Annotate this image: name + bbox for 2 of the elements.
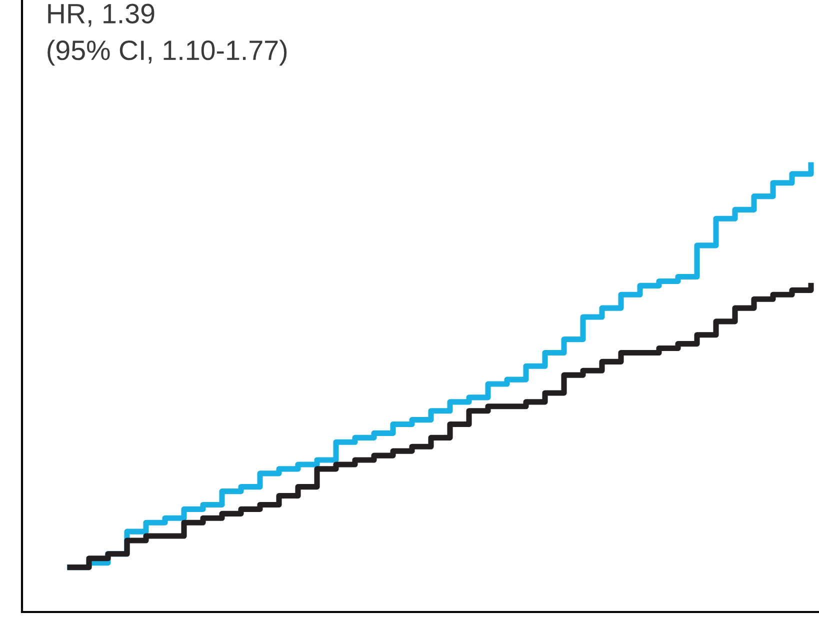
text: (95% CI, 1.10-1.77) (48, 40, 287, 66)
text: HR, 1.39 (48, 4, 154, 27)
